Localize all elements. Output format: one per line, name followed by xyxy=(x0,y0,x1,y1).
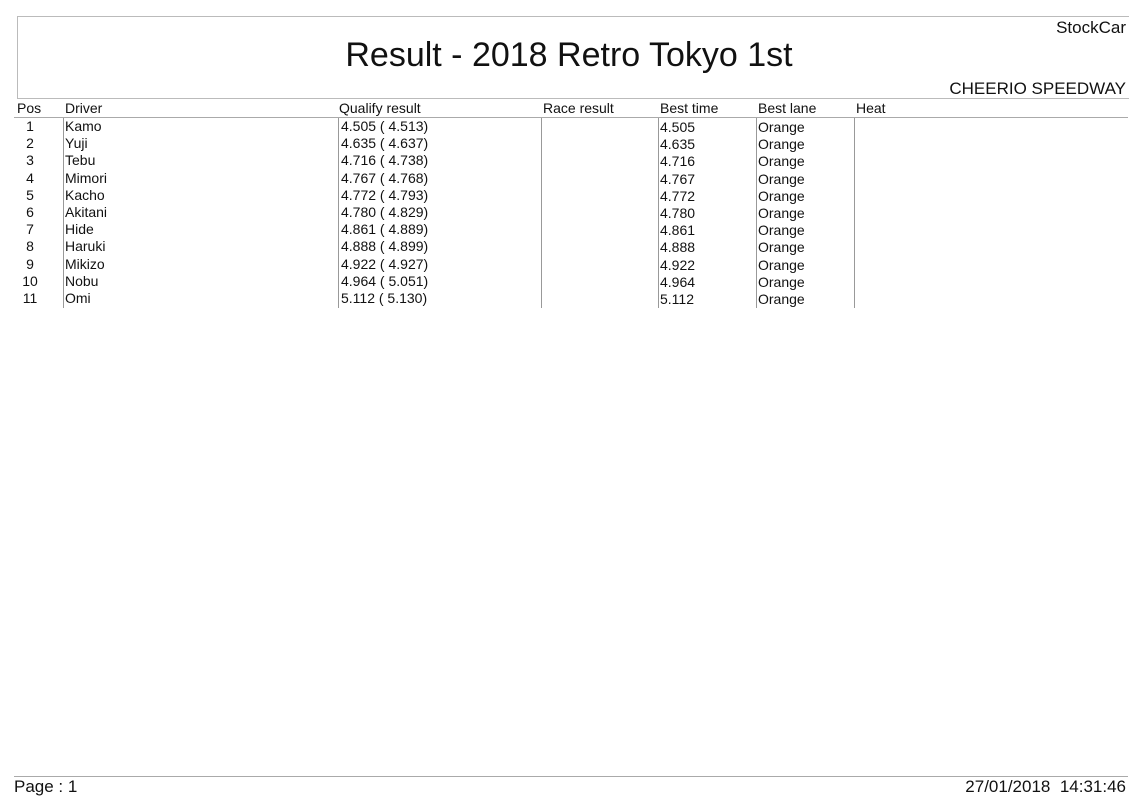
cell-best_time: 4.922 xyxy=(660,256,696,273)
cell-best_lane: Orange xyxy=(758,136,805,153)
column-divider xyxy=(756,118,757,308)
cell-qualify: 4.964 ( 5.051) xyxy=(341,272,429,289)
venue-label: CHEERIO SPEEDWAY xyxy=(949,79,1126,98)
column-divider xyxy=(63,118,64,308)
column-divider xyxy=(338,118,339,308)
cell-best_time: 4.888 xyxy=(660,239,696,256)
cell-pos: 5 xyxy=(26,186,34,203)
cell-qualify: 4.861 ( 4.889) xyxy=(341,221,429,238)
cell-driver: Hide xyxy=(65,221,94,238)
cell-best_time: 4.716 xyxy=(660,153,696,170)
page-title: Result - 2018 Retro Tokyo 1st xyxy=(345,36,793,74)
header-box xyxy=(17,16,1129,99)
cell-driver: Nobu xyxy=(65,272,99,289)
cell-driver: Kacho xyxy=(65,186,105,203)
cell-best_lane: Orange xyxy=(758,153,805,170)
cell-best_time: 4.964 xyxy=(660,273,696,290)
cell-pos: 9 xyxy=(26,255,34,272)
cell-best_lane: Orange xyxy=(758,187,805,204)
cell-best_lane: Orange xyxy=(758,273,805,290)
cell-best_lane: Orange xyxy=(758,119,805,135)
column-divider xyxy=(541,118,542,308)
cell-qualify: 4.780 ( 4.829) xyxy=(341,204,429,220)
cell-pos: 8 xyxy=(26,238,34,255)
cell-qualify: 4.767 ( 4.768) xyxy=(341,169,429,186)
cell-driver: Haruki xyxy=(65,238,106,255)
column-header-pos: Pos xyxy=(17,100,42,116)
column-header-best_time: Best time xyxy=(660,100,719,116)
cell-qualify: 4.716 ( 4.738) xyxy=(341,152,429,169)
cell-best_lane: Orange xyxy=(758,170,805,187)
cell-driver: Yuji xyxy=(65,135,88,152)
category-label: StockCar xyxy=(1056,18,1126,37)
cell-driver: Mikizo xyxy=(65,255,105,272)
cell-driver: Akitani xyxy=(65,204,108,220)
column-header-driver: Driver xyxy=(65,100,103,116)
cell-best_lane: Orange xyxy=(758,205,805,221)
cell-qualify: 4.635 ( 4.637) xyxy=(341,135,429,152)
cell-driver: Omi xyxy=(65,290,91,306)
column-header-best_lane: Best lane xyxy=(758,100,817,116)
cell-best_time: 4.780 xyxy=(660,205,696,221)
cell-best_lane: Orange xyxy=(758,291,805,307)
header-divider xyxy=(14,117,1128,118)
cell-pos: 6 xyxy=(26,204,34,220)
cell-best_time: 4.505 xyxy=(660,119,696,135)
cell-pos: 7 xyxy=(26,221,34,238)
cell-best_time: 4.767 xyxy=(660,170,696,187)
cell-best_time: 4.861 xyxy=(660,222,696,239)
footer-divider xyxy=(14,776,1128,777)
cell-qualify: 4.922 ( 4.927) xyxy=(341,255,429,272)
cell-pos: 10 xyxy=(22,272,38,289)
cell-qualify: 4.772 ( 4.793) xyxy=(341,186,429,203)
column-divider xyxy=(854,118,855,308)
cell-driver: Kamo xyxy=(65,118,102,134)
column-header-heat: Heat xyxy=(856,100,886,116)
cell-best_lane: Orange xyxy=(758,256,805,273)
cell-best_time: 4.772 xyxy=(660,187,696,204)
cell-driver: Tebu xyxy=(65,152,96,169)
cell-pos: 2 xyxy=(26,135,34,152)
cell-qualify: 4.505 ( 4.513) xyxy=(341,118,429,134)
cell-pos: 4 xyxy=(26,169,34,186)
cell-qualify: 5.112 ( 5.130) xyxy=(341,290,428,306)
cell-driver: Mimori xyxy=(65,169,107,186)
column-header-qualify: Qualify result xyxy=(339,100,421,116)
column-header-race: Race result xyxy=(543,100,614,116)
cell-best_lane: Orange xyxy=(758,239,805,256)
page-number: Page : 1 xyxy=(14,777,78,796)
cell-best_lane: Orange xyxy=(758,222,805,239)
column-divider xyxy=(658,118,659,308)
cell-best_time: 4.635 xyxy=(660,136,696,153)
print-datetime: 27/01/2018 14:31:46 xyxy=(965,777,1126,796)
cell-qualify: 4.888 ( 4.899) xyxy=(341,238,429,255)
cell-pos: 11 xyxy=(22,290,38,306)
cell-pos: 1 xyxy=(26,118,34,134)
cell-best_time: 5.112 xyxy=(660,291,694,307)
cell-pos: 3 xyxy=(26,152,34,169)
